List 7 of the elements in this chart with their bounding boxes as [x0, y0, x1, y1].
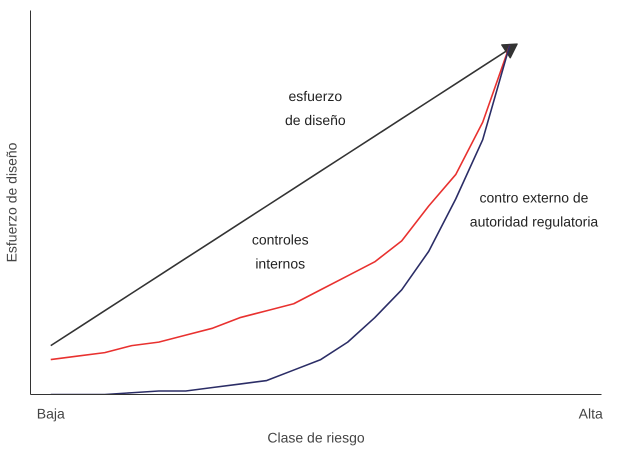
x-tick-label: Baja [36, 406, 65, 422]
x-axis-title: Clase de riesgo [267, 430, 365, 446]
y-axis-title: Esfuerzo de diseño [4, 142, 20, 262]
annotation: controles internos [252, 231, 309, 272]
annotation: esfuerzo de diseño [284, 88, 346, 128]
annotation: contro externo de autoridad regulatoria [470, 189, 598, 230]
x-tick-label: Alta [578, 406, 603, 422]
